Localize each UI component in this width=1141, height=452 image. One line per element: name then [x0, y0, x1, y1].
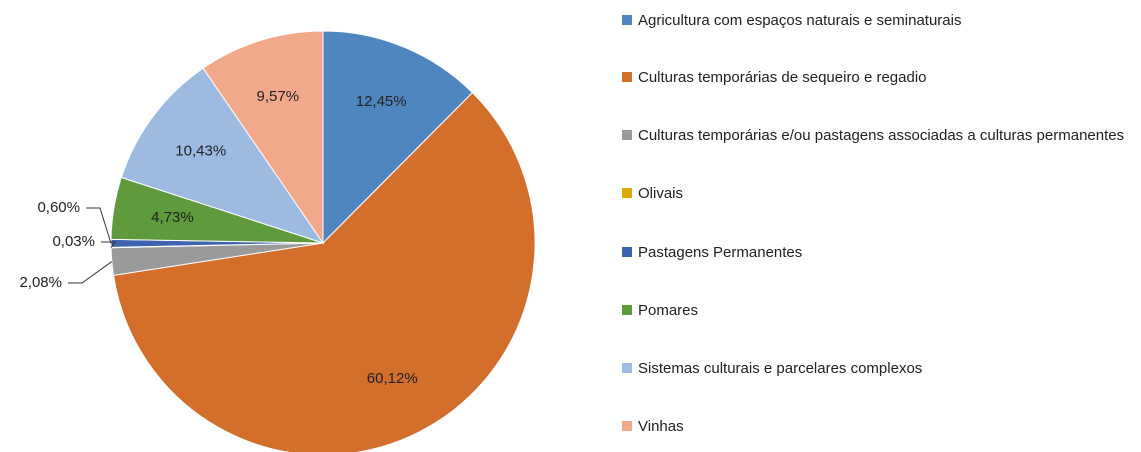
- pie-slice: [120, 67, 325, 244]
- leader-line: [101, 241, 116, 248]
- legend-swatch: [622, 247, 632, 257]
- data-label: 9,57%: [257, 88, 300, 105]
- leader-line: [68, 261, 113, 284]
- legend-label: Agricultura com espaços naturais e semin…: [638, 12, 962, 29]
- legend-label: Sistemas culturais e parcelares complexo…: [638, 360, 923, 377]
- data-label: 60,12%: [367, 370, 418, 387]
- legend-label: Pastagens Permanentes: [638, 244, 803, 261]
- legend-item: Sistemas culturais e parcelares complexo…: [622, 356, 1137, 381]
- legend-swatch: [622, 15, 632, 25]
- legend-item: Agricultura com espaços naturais e semin…: [622, 8, 1137, 33]
- pie-area: 12,45% 60,12% 2,08% 0,03% 0,60% 4,73% 10,43% 9,…: [19, 30, 536, 452]
- pie-slice: [322, 30, 474, 245]
- legend-label: Culturas temporárias de sequeiro e regad…: [638, 69, 927, 86]
- legend-label: Pomares: [638, 302, 699, 319]
- legend-label: Olivais: [638, 185, 684, 202]
- legend-item: Olivais: [622, 181, 1137, 206]
- legend-item: Pomares: [622, 298, 1137, 323]
- legend-item: Culturas temporárias e/ou pastagens asso…: [622, 123, 1137, 148]
- pie-slice: [112, 91, 536, 452]
- legend-swatch: [622, 72, 632, 82]
- legend-swatch: [622, 363, 632, 373]
- data-label: 12,45%: [356, 93, 407, 110]
- leader-line: [86, 207, 112, 244]
- legend-item: Culturas temporárias de sequeiro e regad…: [622, 65, 1137, 90]
- data-label: 10,43%: [175, 143, 226, 160]
- data-label: 2,08%: [19, 274, 62, 291]
- legend-label: Vinhas: [638, 418, 684, 435]
- legend-item: Pastagens Permanentes: [622, 240, 1137, 265]
- legend-swatch: [622, 305, 632, 315]
- legend-label: Culturas temporárias e/ou pastagens asso…: [638, 127, 1125, 144]
- legend-swatch: [622, 130, 632, 140]
- data-label: 0,03%: [52, 233, 95, 250]
- legend-swatch: [622, 421, 632, 431]
- legend-swatch: [622, 188, 632, 198]
- data-label: 4,73%: [151, 209, 194, 226]
- pie-slice: [202, 30, 324, 245]
- legend-item: Vinhas: [622, 414, 1137, 439]
- data-label: 0,60%: [37, 199, 80, 216]
